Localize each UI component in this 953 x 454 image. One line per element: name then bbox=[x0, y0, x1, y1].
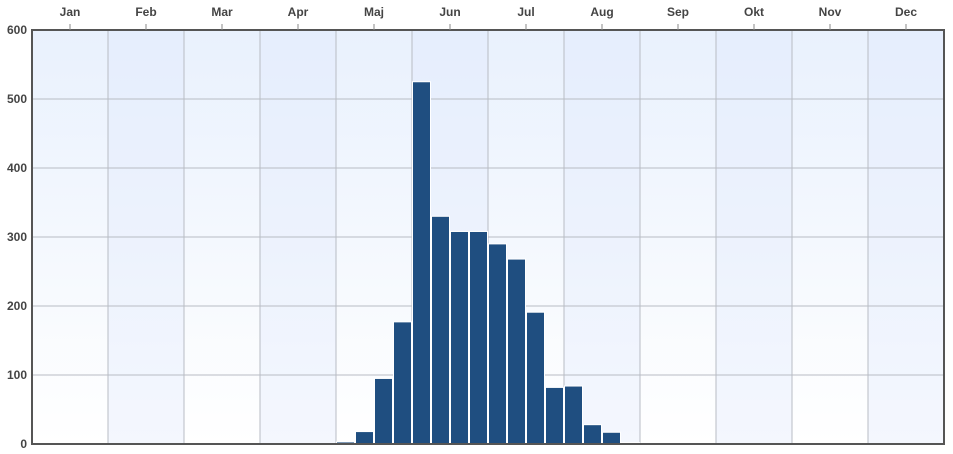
x-axis-labels: Jan Feb Mar Apr Maj Jun Jul Aug Sep Okt Nov Dec bbox=[60, 5, 917, 30]
y-tick-label: 200 bbox=[7, 299, 27, 313]
x-tick-label: Okt bbox=[744, 5, 764, 19]
bar bbox=[355, 431, 374, 445]
x-tick-label: Jul bbox=[517, 5, 534, 19]
x-tick-label: Dec bbox=[895, 5, 917, 19]
bar bbox=[545, 386, 564, 445]
x-tick-label: Feb bbox=[135, 5, 156, 19]
bar bbox=[412, 81, 431, 445]
y-tick-label: 400 bbox=[7, 161, 27, 175]
x-tick-label: Aug bbox=[590, 5, 613, 19]
y-tick-label: 300 bbox=[7, 230, 27, 244]
x-tick-label: Jun bbox=[439, 5, 460, 19]
bar bbox=[374, 377, 393, 445]
x-tick-label: Sep bbox=[667, 5, 689, 19]
bar bbox=[526, 311, 545, 445]
x-tick-label: Jan bbox=[60, 5, 81, 19]
bar bbox=[431, 215, 450, 445]
bar bbox=[564, 385, 583, 445]
bars bbox=[336, 81, 659, 445]
bar bbox=[507, 258, 526, 445]
x-tick-label: Apr bbox=[288, 5, 309, 19]
bar bbox=[393, 321, 412, 445]
y-tick-label: 0 bbox=[20, 437, 27, 451]
bar bbox=[488, 243, 507, 445]
plot-frame bbox=[31, 29, 945, 445]
y-axis-labels: 0 100 200 300 400 500 600 bbox=[7, 23, 27, 451]
bar bbox=[469, 230, 488, 445]
bar bbox=[602, 431, 621, 445]
x-tick-label: Maj bbox=[364, 5, 384, 19]
y-tick-label: 600 bbox=[7, 23, 27, 37]
y-tick-label: 100 bbox=[7, 368, 27, 382]
x-tick-label: Nov bbox=[819, 5, 842, 19]
bar bbox=[450, 230, 469, 445]
x-tick-label: Mar bbox=[211, 5, 233, 19]
bar bbox=[583, 424, 602, 445]
y-tick-label: 500 bbox=[7, 92, 27, 106]
